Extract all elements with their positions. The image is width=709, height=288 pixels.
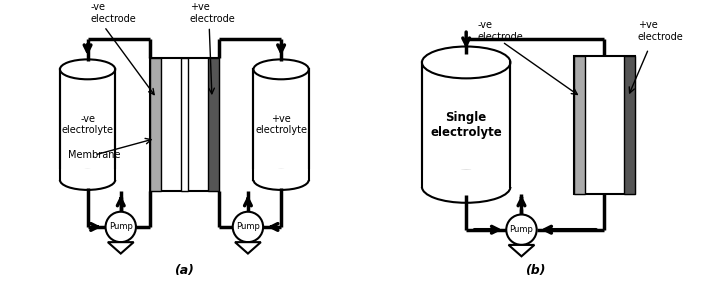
Text: (b): (b)	[525, 264, 545, 277]
Text: Pump: Pump	[510, 225, 533, 234]
Text: -ve
electrode: -ve electrode	[90, 2, 136, 24]
Ellipse shape	[422, 171, 510, 203]
Bar	[624, 56, 635, 194]
Polygon shape	[508, 245, 535, 256]
Bar	[60, 69, 116, 180]
Ellipse shape	[422, 47, 510, 78]
Bar	[422, 62, 510, 187]
Circle shape	[506, 215, 537, 245]
Ellipse shape	[253, 170, 308, 190]
Text: +ve
electrolyte: +ve electrolyte	[255, 114, 307, 135]
Bar	[57, 168, 118, 180]
Bar	[208, 58, 219, 191]
Bar	[574, 56, 635, 194]
Ellipse shape	[60, 170, 116, 190]
Text: Membrane: Membrane	[68, 150, 121, 160]
Polygon shape	[108, 242, 134, 253]
Text: (a): (a)	[174, 264, 194, 277]
Text: Pump: Pump	[108, 222, 133, 232]
Text: +ve
electrode: +ve electrode	[190, 2, 235, 24]
Bar	[253, 69, 308, 180]
Circle shape	[233, 212, 263, 242]
Circle shape	[106, 212, 136, 242]
Bar	[150, 58, 161, 191]
Ellipse shape	[253, 59, 308, 79]
Bar	[574, 56, 585, 194]
Bar	[150, 58, 219, 191]
Polygon shape	[235, 242, 261, 253]
Text: Single
electrolyte: Single electrolyte	[430, 111, 502, 139]
Bar	[251, 168, 311, 180]
Text: -ve
electrolyte: -ve electrolyte	[62, 114, 113, 135]
Bar	[419, 170, 513, 187]
Ellipse shape	[60, 59, 116, 79]
Bar	[181, 58, 188, 191]
Text: +ve
electrode: +ve electrode	[637, 20, 683, 42]
Text: Pump: Pump	[236, 222, 260, 232]
Text: -ve
electrode: -ve electrode	[477, 20, 523, 42]
